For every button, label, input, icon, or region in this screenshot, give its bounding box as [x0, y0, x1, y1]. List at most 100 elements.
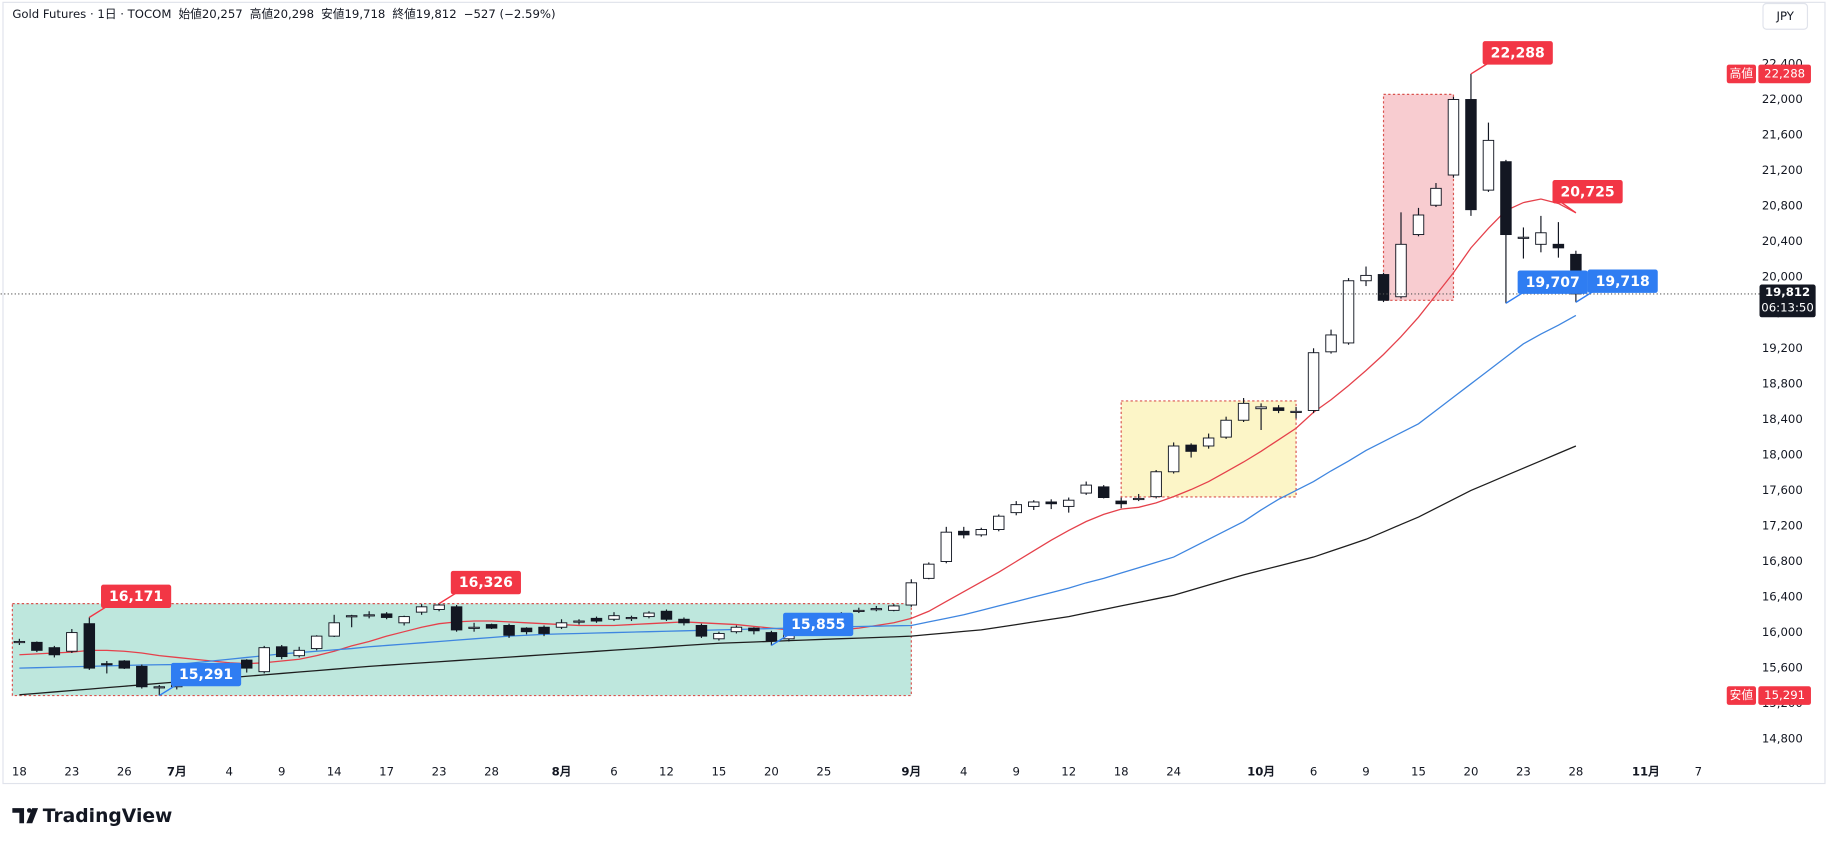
candle-body-up	[433, 604, 445, 610]
candle-body-up	[1430, 187, 1442, 206]
x-tick-label: 23	[64, 764, 79, 778]
annotation-box	[1517, 270, 1588, 294]
x-tick-label: 15	[1411, 764, 1426, 778]
candle-body-up	[1255, 406, 1267, 410]
candle-body-up	[1290, 410, 1302, 413]
currency-box[interactable]	[1762, 2, 1809, 30]
field-value: 20,257	[202, 7, 243, 21]
annotation-label: 20,725	[1561, 184, 1615, 200]
y-tick-label: 19,200	[1762, 341, 1803, 355]
field-value: 19,718	[344, 7, 385, 21]
x-tick-label: 8月	[552, 764, 572, 778]
candle-body-down	[1185, 444, 1197, 452]
zone	[1382, 93, 1455, 301]
x-tick-label: 7	[1695, 764, 1702, 778]
annotation-box	[1482, 41, 1553, 65]
annotation-box	[450, 570, 521, 595]
x-tick-label: 7月	[167, 764, 187, 778]
x-tick-label: 9月	[901, 764, 921, 778]
candle-body-up	[13, 640, 26, 644]
candle-body-up	[1412, 214, 1425, 236]
candle-body-up	[608, 615, 620, 620]
candle-body-up	[345, 615, 358, 618]
annotation-label: 15,291	[179, 667, 233, 683]
candle-body-up	[730, 626, 743, 633]
candle-body-up	[1325, 334, 1337, 353]
last-price: 19,812	[1765, 285, 1810, 299]
candle-body-down	[380, 613, 393, 618]
candle-body-up	[1447, 99, 1460, 176]
x-tick-label: 20	[764, 764, 779, 778]
annotation-label: 22,288	[1491, 45, 1545, 61]
candle-body-down	[1272, 407, 1285, 411]
candle-body-down	[1045, 501, 1057, 505]
field-label: 始値	[178, 7, 202, 21]
candle-body-up	[573, 620, 585, 623]
axis-tag-value-box	[1758, 64, 1811, 84]
candle-body-up	[1010, 504, 1022, 514]
field-label: 安値	[321, 7, 345, 21]
y-tick-label: 18,400	[1762, 412, 1803, 426]
field-label: 終値	[392, 7, 416, 21]
x-tick-label: 24	[1166, 764, 1181, 778]
candle-body-up	[1202, 437, 1215, 447]
candle-body-down	[31, 641, 43, 651]
candle-body-down	[590, 617, 603, 622]
y-tick-label: 20,800	[1762, 199, 1803, 213]
x-tick-label: 14	[327, 764, 342, 778]
candle-body-down	[660, 610, 673, 620]
x-tick-label: 17	[379, 764, 394, 778]
y-tick-label: 14,800	[1762, 732, 1803, 746]
logo-icon[interactable]	[12, 808, 39, 824]
candle-body-up	[153, 686, 166, 689]
x-tick-label: 9	[1013, 764, 1020, 778]
y-tick-label: 18,800	[1762, 376, 1803, 390]
candle-body-up	[643, 612, 655, 618]
x-tick-label: 9	[1362, 764, 1369, 778]
candle-body-up	[1220, 419, 1232, 438]
x-tick-label: 9	[278, 764, 285, 778]
axis-tag-name: 高値	[1730, 66, 1754, 80]
x-tick-label: 23	[1516, 764, 1531, 778]
x-tick-label: 18	[1114, 764, 1129, 778]
candle-body-up	[853, 609, 865, 613]
candle-body-up	[888, 605, 900, 611]
annotation-label: 16,171	[109, 589, 163, 605]
candle-body-up	[293, 649, 305, 657]
candle-body-down	[538, 626, 550, 634]
annotation-label: 19,718	[1596, 274, 1650, 290]
axis-tag-value: 15,291	[1764, 688, 1805, 702]
logo[interactable]: TradingView	[12, 806, 172, 827]
field-label: 高値	[250, 7, 274, 21]
candle-body-up	[1080, 484, 1092, 494]
candle-body-up	[1535, 232, 1547, 245]
y-tick-label: 16,800	[1762, 554, 1803, 568]
candle-body-down	[450, 606, 463, 631]
y-tick-label: 17,200	[1762, 518, 1803, 532]
candle-body-up	[1150, 471, 1162, 498]
candle-body-up	[625, 617, 638, 620]
logo-dot[interactable]	[26, 808, 32, 813]
annotation-box	[783, 612, 854, 637]
candle-body-down	[485, 624, 498, 629]
candle-body-up	[258, 647, 270, 673]
candle-body-down	[240, 659, 253, 669]
annotation-box	[1552, 180, 1623, 204]
y-tick-label: 20,000	[1762, 270, 1803, 284]
last-price-box	[1759, 284, 1816, 318]
x-tick-label: 28	[1568, 764, 1583, 778]
candle-body-down	[695, 624, 708, 637]
currency-button[interactable]: JPY	[1762, 2, 1809, 30]
currency[interactable]: JPY	[1776, 9, 1795, 23]
candle-body-up	[713, 632, 725, 640]
annotation-label: 16,326	[459, 575, 513, 591]
annotation-box	[1587, 269, 1658, 293]
candle-body-up	[975, 529, 987, 536]
x-tick-label: 12	[659, 764, 674, 778]
brand[interactable]: TradingView	[43, 806, 173, 827]
field-value: 20,298	[273, 7, 314, 21]
x-tick-label: 15	[711, 764, 726, 778]
x-tick-label: 12	[1061, 764, 1076, 778]
candle-body-down	[1115, 500, 1127, 505]
